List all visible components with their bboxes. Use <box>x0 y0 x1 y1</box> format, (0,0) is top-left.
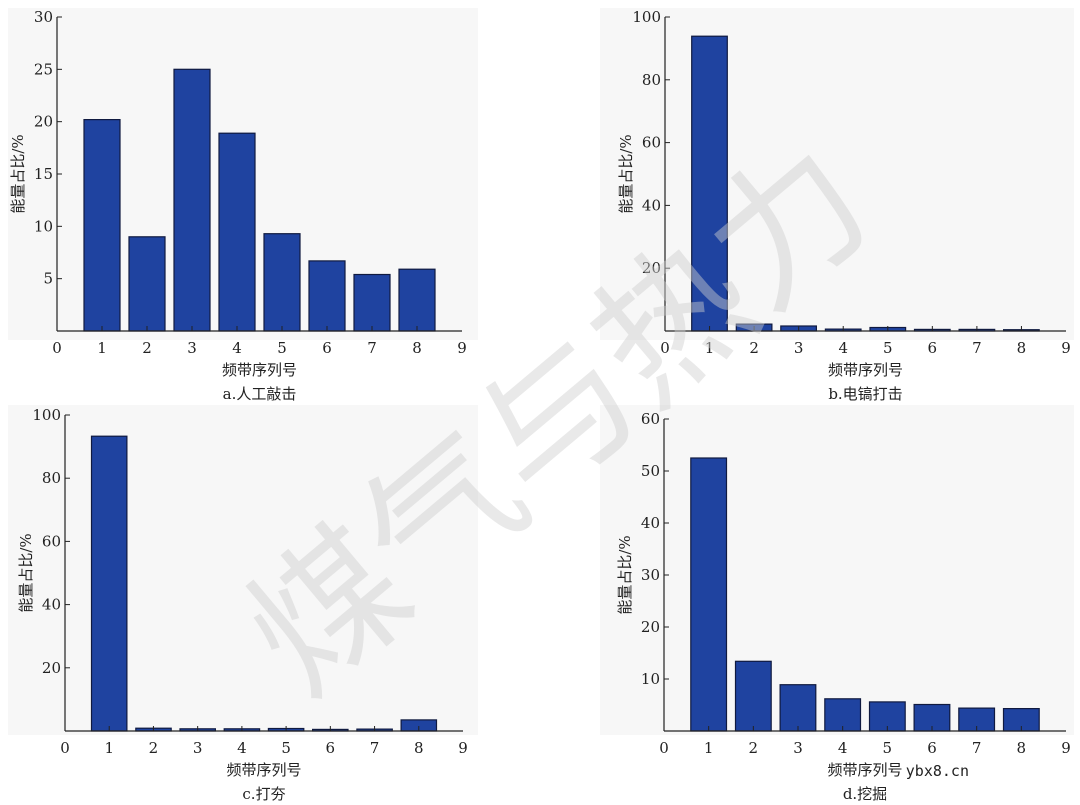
bar <box>83 118 121 332</box>
bar <box>90 435 128 732</box>
x-tick-label: 8 <box>1017 339 1027 357</box>
y-tick-label: 100 <box>632 8 661 26</box>
y-axis-title: 能量占比/% <box>616 535 634 614</box>
x-tick-label: 9 <box>457 339 467 357</box>
x-tick-label: 3 <box>794 339 804 357</box>
y-tick-label: 60 <box>42 532 61 550</box>
y-tick-label: 40 <box>641 514 660 532</box>
x-tick-label: 0 <box>659 739 669 757</box>
y-tick-label: 20 <box>34 113 53 131</box>
y-tick-label: 20 <box>641 618 660 636</box>
bar <box>263 233 301 332</box>
panel-caption: b.电镐打击 <box>828 385 902 403</box>
x-tick-label: 4 <box>838 339 848 357</box>
panel-background <box>600 405 1074 735</box>
x-tick-label: 6 <box>927 739 937 757</box>
x-tick-label: 7 <box>972 739 982 757</box>
x-tick-label: 2 <box>749 739 759 757</box>
x-tick-label: 6 <box>928 339 938 357</box>
y-tick-label: 5 <box>43 270 53 288</box>
x-tick-label: 2 <box>149 739 159 757</box>
x-axis-title: 频带序列号 <box>828 361 903 379</box>
panel-caption: c.打夯 <box>242 785 285 803</box>
chart-panel-c: 20 40 60 80 100 0 1 2 3 4 5 6 7 8 9 频带序列号 能量占比/% c.打夯 <box>8 405 478 803</box>
chart-panel-a: 5 10 15 20 25 30 0 1 2 3 4 5 6 7 8 9 频带序列号 能量占比/% a.人工敲击 <box>8 8 478 403</box>
x-tick-label: 3 <box>193 739 203 757</box>
x-tick-label: 1 <box>705 339 715 357</box>
x-tick-label: 5 <box>883 339 893 357</box>
x-tick-label: 5 <box>277 339 287 357</box>
x-tick-label: 1 <box>704 739 714 757</box>
y-tick-label: 40 <box>642 196 661 214</box>
x-tick-label: 8 <box>1017 739 1027 757</box>
y-tick-label: 40 <box>42 596 61 614</box>
x-tick-label: 6 <box>326 739 336 757</box>
chart-panel-b: 20 40 60 80 100 0 1 2 3 4 5 6 7 8 9 频带序列号 能量占比/% b.电镐打击 <box>600 8 1074 403</box>
y-tick-label: 30 <box>34 8 53 26</box>
panel-caption: d.挖掘 <box>843 785 887 803</box>
x-tick-label: 9 <box>1061 339 1071 357</box>
x-tick-label: 4 <box>237 739 247 757</box>
x-axis-title: 频带序列号 <box>226 761 301 779</box>
chart-panel-d: 10 20 30 40 50 60 0 1 2 3 4 5 6 7 8 9 频带序列号 能量占比/% d.挖掘 <box>600 405 1074 803</box>
x-tick-label: 4 <box>838 739 848 757</box>
x-tick-label: 7 <box>367 339 377 357</box>
x-tick-label: 2 <box>749 339 759 357</box>
x-tick-label: 4 <box>232 339 242 357</box>
bar <box>353 273 391 332</box>
x-tick-label: 0 <box>60 739 70 757</box>
x-tick-label: 3 <box>793 739 803 757</box>
y-tick-label: 20 <box>42 659 61 677</box>
x-tick-label: 3 <box>187 339 197 357</box>
bar <box>308 260 346 332</box>
y-tick-label: 100 <box>32 406 61 424</box>
y-tick-label: 60 <box>641 410 660 428</box>
x-tick-label: 7 <box>972 339 982 357</box>
y-tick-label: 10 <box>641 670 660 688</box>
x-axis-title: 频带序列号 <box>827 761 902 779</box>
y-tick-label: 60 <box>642 134 661 152</box>
panel-caption: a.人工敲击 <box>223 385 297 403</box>
bar <box>218 132 256 332</box>
y-tick-label: 20 <box>642 259 661 277</box>
y-tick-label: 50 <box>641 462 660 480</box>
x-tick-label: 1 <box>97 339 107 357</box>
x-tick-label: 8 <box>412 339 422 357</box>
x-axis-title: 频带序列号 <box>222 361 297 379</box>
y-tick-label: 30 <box>641 566 660 584</box>
y-axis-title: 能量占比/% <box>9 134 27 213</box>
x-tick-label: 0 <box>660 339 670 357</box>
bar <box>734 660 772 732</box>
panel-background <box>600 8 1074 340</box>
y-tick-label: 80 <box>42 469 61 487</box>
bar <box>128 236 166 332</box>
y-axis-title: 能量占比/% <box>17 533 35 612</box>
x-tick-label: 6 <box>322 339 332 357</box>
x-tick-label: 7 <box>370 739 380 757</box>
x-tick-label: 5 <box>281 739 291 757</box>
x-tick-label: 8 <box>414 739 424 757</box>
y-tick-label: 10 <box>34 217 53 235</box>
x-tick-label: 9 <box>458 739 468 757</box>
x-tick-label: 2 <box>142 339 152 357</box>
bar <box>779 684 817 732</box>
bar <box>824 698 862 732</box>
bar <box>398 268 436 332</box>
y-axis-title: 能量占比/% <box>617 134 635 213</box>
x-tick-label: 5 <box>883 739 893 757</box>
x-tick-label: 0 <box>52 339 62 357</box>
y-tick-label: 80 <box>642 71 661 89</box>
site-tag: ybx8.cn <box>902 761 972 781</box>
y-tick-label: 25 <box>34 60 53 78</box>
bar <box>690 457 728 732</box>
panel-background <box>8 405 478 735</box>
bar <box>173 68 211 332</box>
y-tick-label: 15 <box>34 165 53 183</box>
x-tick-label: 1 <box>104 739 114 757</box>
x-tick-label: 9 <box>1061 739 1071 757</box>
